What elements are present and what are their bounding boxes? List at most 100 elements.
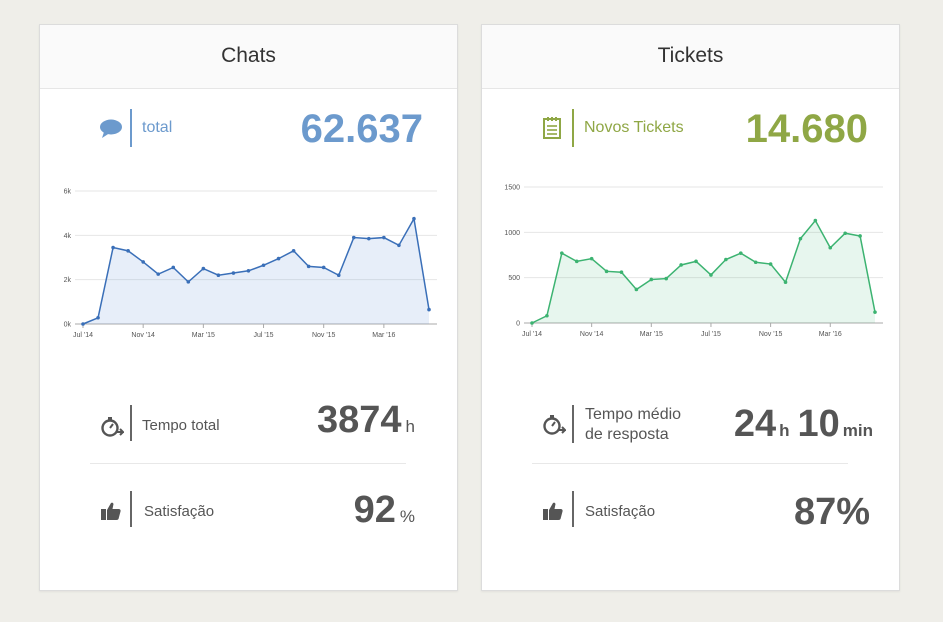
data-point: [96, 315, 100, 320]
chats-card: Chats total 62.637 0k 2k 4k 6k Jul '14 Nov '1…: [39, 24, 458, 591]
tickets-satisfacao-row: Satisfação 87%: [482, 491, 899, 533]
data-point: [156, 272, 161, 276]
data-point: [634, 287, 639, 292]
tickets-novos-row: Novos Tickets 14.680: [482, 107, 899, 151]
y-tick-label: 500: [508, 275, 520, 282]
data-point: [813, 218, 818, 223]
tickets-title: Tickets: [482, 25, 899, 89]
divider-bar: [572, 491, 574, 527]
data-point: [276, 256, 281, 261]
data-point: [186, 280, 191, 284]
y-tick-label: 6k: [64, 189, 72, 196]
x-tick-label: Jul '15: [254, 332, 274, 339]
x-tick-label: Nov '14: [580, 331, 604, 338]
data-point: [171, 265, 176, 270]
data-point: [126, 249, 130, 253]
chats-total-label: total: [142, 119, 173, 136]
y-tick-label: 0: [516, 321, 520, 328]
x-tick-label: Nov '15: [312, 332, 336, 339]
data-point: [709, 273, 713, 277]
data-point: [351, 235, 356, 240]
chats-satisfacao-label: Satisfação: [144, 503, 215, 520]
data-point: [246, 269, 251, 273]
x-tick-label: Jul '15: [701, 331, 721, 338]
data-point: [427, 307, 431, 312]
chats-satisfacao-number: 92: [353, 489, 396, 531]
data-point: [382, 235, 386, 240]
notepad-icon: [543, 117, 561, 139]
tickets-novos-value: 14.680: [745, 107, 868, 151]
data-point: [336, 273, 341, 278]
x-tick-label: Jul '14: [73, 332, 93, 339]
divider-bar: [130, 405, 132, 441]
x-tick-label: Mar '15: [640, 331, 663, 338]
data-point: [619, 270, 624, 275]
section-divider: [90, 463, 406, 464]
tickets-tempo-value: 24 h 10 min: [734, 403, 873, 446]
y-tick-label: 1500: [504, 185, 520, 192]
x-tick-label: Mar '15: [192, 332, 215, 339]
chats-satisfacao-value: 92%: [354, 489, 415, 532]
data-point: [111, 245, 115, 250]
data-point: [291, 249, 296, 253]
tickets-satisfacao-value: 87%: [793, 491, 870, 533]
stopwatch-icon: [543, 415, 566, 435]
series-line: [531, 219, 876, 324]
data-point: [530, 321, 534, 325]
data-point: [604, 269, 609, 274]
data-point: [306, 264, 311, 269]
tickets-tempo-hours: 24: [733, 403, 777, 445]
chats-satisfacao-unit: %: [399, 507, 415, 526]
series-area: [83, 218, 429, 324]
data-point: [664, 276, 669, 281]
tickets-chart: 0 500 1000 1500 Jul '14 Nov '14 Mar '15 Jul '15…: [504, 185, 883, 338]
chats-tempo-number: 3874: [316, 399, 402, 441]
chats-tempo-unit: h: [405, 417, 415, 436]
y-tick-label: 2k: [64, 277, 72, 284]
chat-bubble-icon: [100, 119, 122, 138]
data-point: [753, 260, 758, 265]
data-point: [321, 265, 326, 270]
divider-bar: [572, 405, 574, 443]
tickets-tempo-row: Tempo médio de resposta 24 h 10 min: [482, 401, 899, 447]
data-point: [858, 234, 862, 238]
data-point: [574, 259, 579, 264]
x-tick-label: Mar '16: [819, 331, 842, 338]
y-tick-label: 0k: [64, 322, 72, 329]
y-tick-label: 1000: [504, 230, 520, 237]
tickets-satisfacao-label: Satisfação: [585, 503, 656, 520]
x-tick-label: Jul '14: [522, 331, 542, 338]
y-tick-label: 4k: [64, 233, 72, 240]
tickets-tempo-hours-unit: h: [779, 421, 790, 440]
data-point: [679, 263, 683, 267]
divider-bar: [130, 491, 132, 527]
data-point: [694, 259, 698, 264]
data-point: [724, 257, 728, 262]
tickets-tempo-label-line2: de resposta: [585, 426, 669, 443]
chats-tempo-value: 3874 h: [317, 399, 415, 442]
chats-satisfacao-row: Satisfação 92%: [40, 489, 457, 532]
series-area: [532, 220, 875, 323]
thumbs-up-icon: [101, 502, 121, 520]
data-point: [412, 216, 416, 221]
chats-tempo-label: Tempo total: [142, 417, 220, 434]
chats-tempo-row: Tempo total 3874 h: [40, 399, 457, 442]
chats-total-row: total 62.637: [40, 107, 457, 151]
data-point: [216, 273, 221, 278]
data-point: [560, 251, 564, 255]
section-divider: [532, 463, 848, 464]
data-point: [783, 280, 788, 284]
thumbs-up-icon: [543, 502, 563, 520]
tickets-tempo-minutes: 10: [797, 403, 840, 445]
data-point: [261, 263, 266, 268]
data-point: [738, 251, 743, 255]
tickets-tempo-label: Tempo médio de resposta: [585, 405, 681, 445]
x-tick-label: Nov '14: [131, 332, 155, 339]
data-point: [828, 245, 833, 250]
tickets-tempo-label-line1: Tempo médio: [585, 406, 682, 423]
stopwatch-icon: [101, 417, 124, 437]
x-tick-label: Mar '16: [372, 332, 395, 339]
data-point: [545, 313, 549, 318]
tickets-novos-label: Novos Tickets: [584, 119, 684, 136]
chats-title: Chats: [40, 25, 457, 89]
